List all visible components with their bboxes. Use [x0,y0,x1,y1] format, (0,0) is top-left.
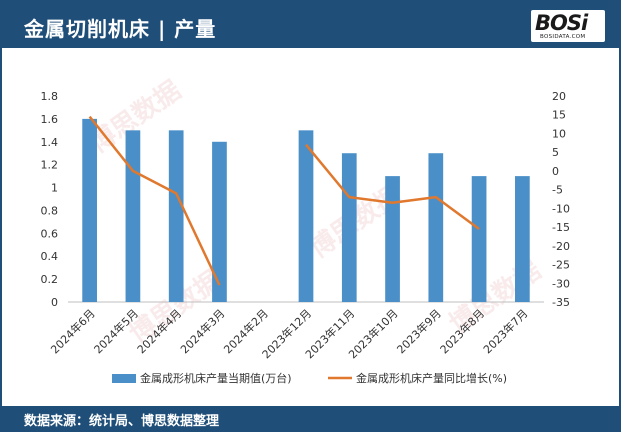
x-tick-label: 2024年6月 [48,306,98,356]
bar [125,130,141,302]
y-left-tick-label: 0.2 [41,273,59,286]
y-right-tick-label: 5 [552,146,559,159]
x-tick-label: 2023年7月 [480,306,530,356]
bar [341,153,357,302]
y-left-tick-label: 1.2 [41,159,59,172]
y-right-tick-label: -5 [552,184,563,197]
legend-bar-label: 金属成形机床产量当期值(万台) [140,371,292,385]
legend-line-label: 金属成形机床产量同比增长(%) [356,371,507,385]
bar [298,130,314,302]
y-right-tick-label: -25 [552,259,570,272]
header-bar: 金属切削机床 | 产量 BOSi BOSIDATA.COM [2,2,619,48]
bar [515,176,530,302]
y-right-tick-label: 10 [552,127,566,140]
chart-title: 金属切削机床 | 产量 [24,17,217,41]
bosi-logo: BOSi BOSIDATA.COM [531,10,605,42]
y-left-tick-label: 1.4 [41,136,59,149]
x-tick-label: 2023年9月 [394,306,444,356]
y-right-tick-label: -35 [552,296,570,309]
y-left-tick-label: 1 [51,182,58,195]
bar [82,118,97,302]
x-tick-label: 2024年3月 [177,306,227,356]
y-left-tick-label: 1.6 [41,113,59,126]
data-source: 数据来源：统计局、博思数据整理 [24,414,220,429]
bar [168,130,184,302]
bar [212,141,227,302]
y-left-tick-label: 0 [51,296,58,309]
y-right-tick-label: -15 [552,221,570,234]
x-tick-label: 2023年8月 [437,306,487,356]
logo-text: BOSi [535,11,588,35]
y-right-tick-label: -30 [552,277,570,290]
series-line [305,143,480,230]
y-right-tick-label: -10 [552,202,570,215]
x-tick-label: 2024年4月 [134,306,184,356]
y-right-tick-label: -20 [552,240,570,253]
combo-chart: 0 0.2 0.4 0.6 0.8 1 1.2 1.4 1.6 1.8 -35 -30 -25 -20 -1… [41,90,570,385]
y-left-tick-label: 1.8 [41,90,59,103]
x-tick-label: 2024年5月 [91,306,141,356]
series-line [88,115,221,286]
y-left-tick-label: 0.8 [41,204,59,217]
y-right-tick-label: 20 [552,90,566,103]
y-right-tick-label: 15 [552,109,566,122]
footer-bar: 数据来源：统计局、博思数据整理 [2,406,619,430]
logo-subtext: BOSIDATA.COM [540,34,586,40]
bar [385,176,400,302]
bar [471,176,487,302]
y-left-tick-label: 0.4 [41,250,59,263]
bar [428,153,444,302]
y-left-tick-label: 0.6 [41,227,59,240]
legend-bar-swatch [112,374,136,383]
y-right-tick-label: 0 [552,165,559,178]
